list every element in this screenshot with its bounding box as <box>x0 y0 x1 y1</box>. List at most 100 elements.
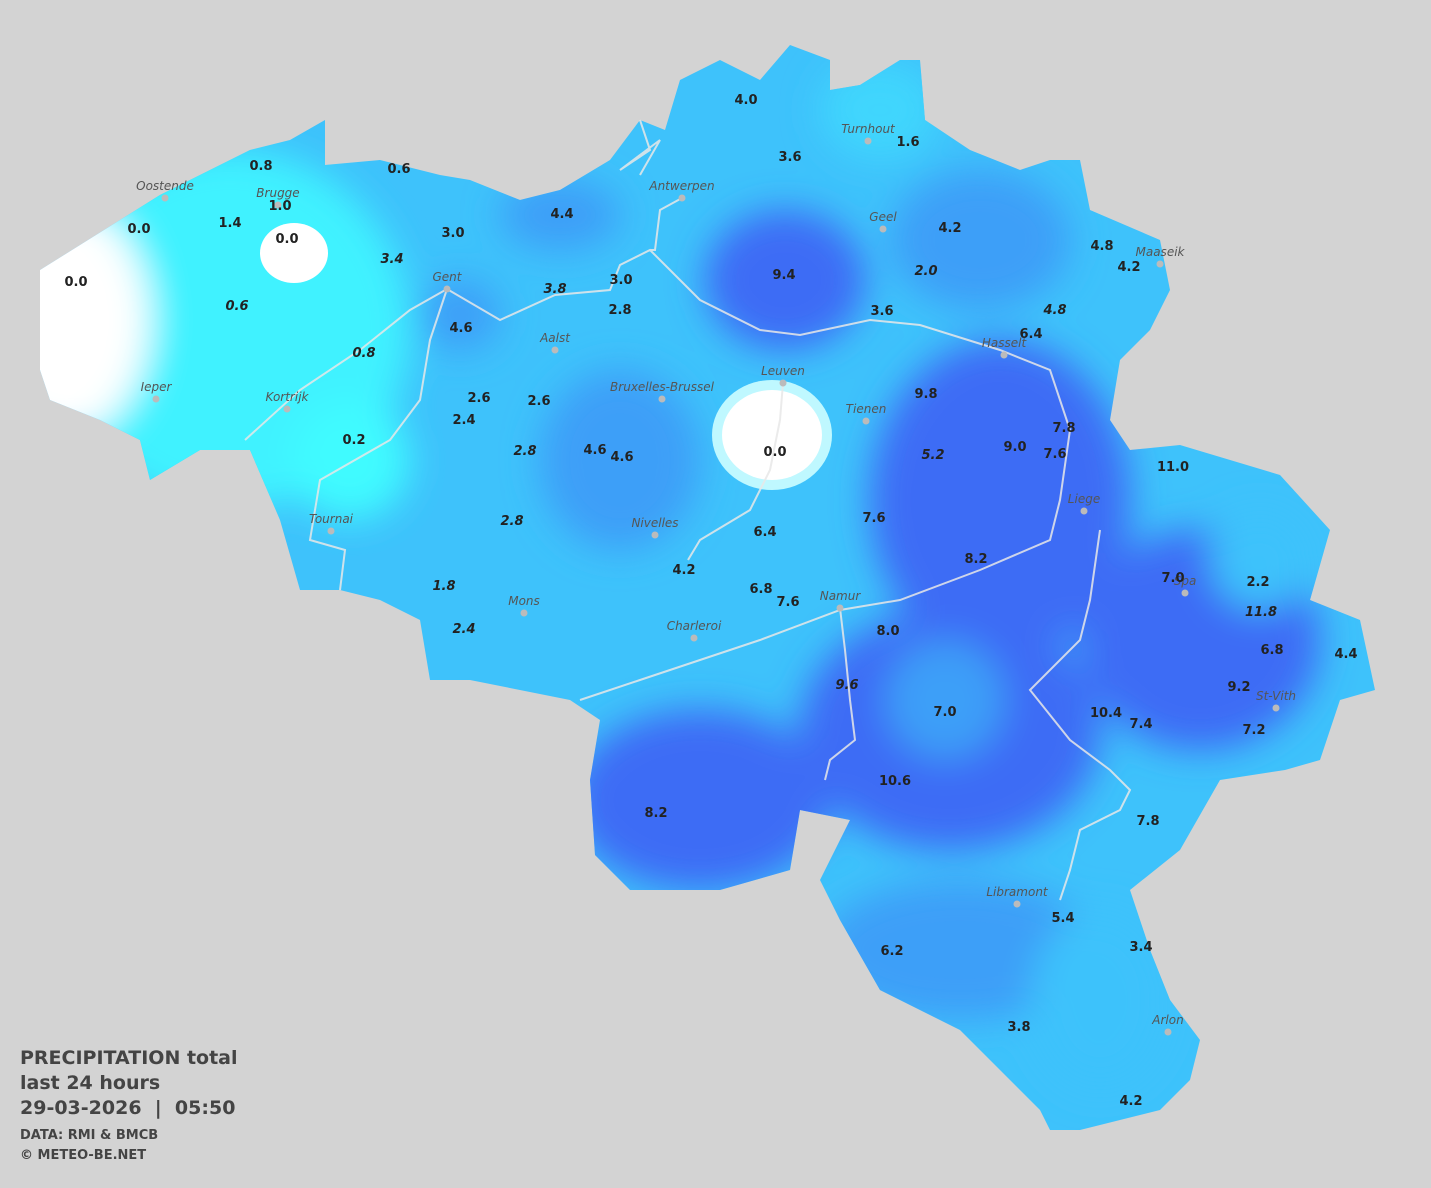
station-value: 2.6 <box>467 391 490 406</box>
city-label: St-Vith <box>1256 689 1296 703</box>
city-label: Hasselt <box>982 336 1028 350</box>
station-value: 9.0 <box>1003 440 1026 455</box>
city-label: Bruxelles-Brussel <box>610 380 715 394</box>
station-value: 7.0 <box>1161 571 1184 586</box>
city-label: Gent <box>433 270 463 284</box>
station-value: 4.2 <box>1119 1094 1142 1109</box>
caption-period: last 24 hours <box>20 1072 160 1094</box>
city-label: Brugge <box>256 186 299 200</box>
station-value: 0.8 <box>352 346 375 361</box>
city-label: Kortrijk <box>266 390 310 404</box>
city-dot <box>283 405 291 413</box>
station-value: 5.4 <box>1051 911 1074 926</box>
city-dot <box>1181 589 1189 597</box>
station-value: 1.8 <box>432 579 455 594</box>
city-label: Spa <box>1174 574 1197 588</box>
city-dot <box>879 225 887 233</box>
station-value: 7.2 <box>1242 723 1265 738</box>
station-value: 4.4 <box>1334 647 1357 662</box>
station-value: 0.2 <box>342 433 365 448</box>
city-label: Turnhout <box>841 122 896 136</box>
station-value: 7.6 <box>776 595 799 610</box>
station-value: 3.6 <box>778 150 801 165</box>
station-value: 8.2 <box>644 806 667 821</box>
city-label: Liege <box>1068 492 1100 506</box>
city-dot <box>1080 507 1088 515</box>
city-label: Leuven <box>761 364 805 378</box>
city-dot <box>274 201 282 209</box>
city-label: Namur <box>820 589 862 603</box>
station-value: 3.8 <box>1007 1020 1030 1035</box>
station-value: 7.0 <box>933 705 956 720</box>
rivers <box>244 119 1132 901</box>
city-label: Tienen <box>846 402 887 416</box>
city-dot <box>1272 704 1280 712</box>
station-value: 0.0 <box>64 275 87 290</box>
city-label: Oostende <box>136 179 194 193</box>
station-value: 3.8 <box>543 282 566 297</box>
city-dot <box>690 634 698 642</box>
city-dot <box>779 379 787 387</box>
station-value: 2.4 <box>452 622 475 637</box>
station-value: 4.8 <box>1090 239 1113 254</box>
station-value: 2.0 <box>914 264 937 279</box>
station-value: 2.6 <box>527 394 550 409</box>
station-value: 0.0 <box>275 232 298 247</box>
city-dot <box>836 604 844 612</box>
station-value: 2.8 <box>500 514 523 529</box>
city-label: Antwerpen <box>648 179 714 193</box>
caption-credit: © METEO-BE.NET <box>20 1148 146 1163</box>
city-dot <box>152 395 160 403</box>
station-value: 11.0 <box>1157 460 1189 475</box>
city-label: Arlon <box>1151 1013 1183 1027</box>
station-value: 4.8 <box>1042 303 1066 318</box>
city-label: Maaseik <box>1136 245 1186 259</box>
city-label: Nivelles <box>631 516 678 530</box>
city-dot <box>678 194 686 202</box>
station-value: 4.2 <box>938 221 961 236</box>
station-value: 7.8 <box>1052 421 1075 436</box>
labels: Oostende Brugge Antwerpen Turnhout Geel Maase… <box>20 93 1358 1163</box>
city-dot <box>651 531 659 539</box>
station-value: 1.4 <box>218 216 241 231</box>
station-value: 2.2 <box>1246 575 1269 590</box>
city-label: Ieper <box>141 380 173 394</box>
city-dot <box>161 194 169 202</box>
station-value: 0.8 <box>249 159 272 174</box>
station-value: 7.4 <box>1129 717 1152 732</box>
city-dot <box>443 285 451 293</box>
station-value: 4.0 <box>734 93 757 108</box>
city-label: Geel <box>869 210 897 224</box>
station-value: 1.6 <box>896 135 919 150</box>
station-value: 10.4 <box>1090 706 1122 721</box>
station-value: 4.6 <box>610 450 633 465</box>
station-value: 3.6 <box>870 304 893 319</box>
station-value: 4.6 <box>449 321 472 336</box>
station-value: 1.0 <box>268 199 291 214</box>
station-value: 6.8 <box>749 582 772 597</box>
station-value: 4.4 <box>550 207 573 222</box>
city-dot <box>1000 351 1008 359</box>
caption-source: DATA: RMI & BMCB <box>20 1128 158 1143</box>
city-label: Charleroi <box>667 619 722 633</box>
station-value: 9.2 <box>1227 680 1250 695</box>
station-value: 9.6 <box>835 678 858 693</box>
city-dot <box>551 346 559 354</box>
caption-datetime: 29-03-2026 | 05:50 <box>20 1097 235 1119</box>
station-value: 3.0 <box>441 226 464 241</box>
station-value: 4.2 <box>1117 260 1140 275</box>
station-value: 11.8 <box>1245 605 1277 620</box>
station-value: 0.0 <box>763 445 786 460</box>
city-dot <box>1013 900 1021 908</box>
station-value: 6.4 <box>753 525 776 540</box>
station-value: 0.6 <box>387 162 410 177</box>
station-value: 2.8 <box>513 444 536 459</box>
city-label: Aalst <box>539 331 571 345</box>
station-value: 6.4 <box>1019 327 1042 342</box>
station-value: 4.2 <box>672 563 695 578</box>
city-dot <box>520 609 528 617</box>
station-value: 8.0 <box>876 624 899 639</box>
city-dot <box>658 395 666 403</box>
